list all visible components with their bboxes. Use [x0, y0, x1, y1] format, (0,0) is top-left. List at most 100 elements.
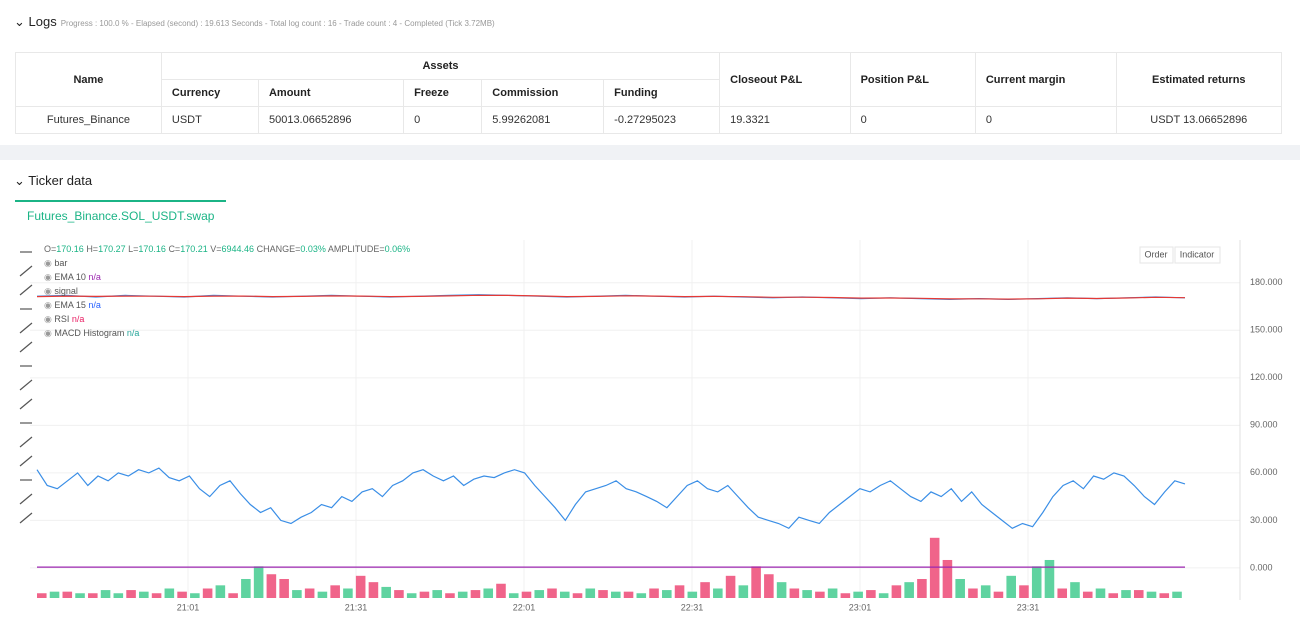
ohlc-label: O=: [44, 244, 56, 254]
bar: [151, 593, 162, 598]
legend-eye: ◉: [44, 272, 54, 282]
bar: [406, 593, 417, 598]
bar: [292, 590, 302, 598]
ohlc-value: 170.21: [180, 244, 208, 254]
th: Amount: [257, 79, 405, 107]
y-tick-label: 90.000: [1250, 420, 1278, 430]
bar: [100, 590, 111, 598]
bar: [585, 588, 596, 598]
bar: [279, 578, 289, 598]
tool-icon[interactable]: [19, 341, 33, 353]
bar: [649, 588, 659, 598]
bar: [37, 593, 47, 598]
chart: 180.000 150.000 120.000 90.000 60.000 30.000 0…: [19, 240, 1283, 612]
bar: [904, 582, 914, 598]
legend-eye: ◉: [44, 258, 54, 268]
ohlc-value: 170.27: [98, 244, 126, 254]
ohlc-value: 6944.46: [222, 244, 255, 254]
cell: 0: [403, 106, 483, 134]
cell: 50013.06652896: [257, 106, 405, 134]
tool-icon[interactable]: [19, 284, 33, 296]
ohlc-value: 0.03%: [300, 244, 326, 254]
bar: [598, 590, 608, 598]
cell: -0.27295023: [603, 106, 721, 134]
bar: [394, 590, 404, 598]
legend-name: EMA 15: [54, 300, 86, 310]
x-tick-label: 21:31: [345, 602, 368, 612]
ohlc-label: H=: [86, 244, 98, 254]
bar: [1146, 591, 1157, 598]
bar: [343, 588, 353, 598]
tool-icon[interactable]: [19, 398, 33, 410]
ohlc-label: AMPLITUDE=: [328, 244, 385, 254]
th: Position P&L: [849, 52, 976, 107]
logs-panel: ⌄ Logs Progress : 100.0 % - Elapsed (seco…: [0, 0, 1300, 145]
th: Funding: [603, 79, 721, 107]
tool-icon[interactable]: [19, 265, 33, 277]
bar: [202, 588, 213, 598]
bar: [139, 591, 149, 598]
logs-header[interactable]: ⌄ Logs Progress : 100.0 % - Elapsed (seco…: [14, 14, 495, 29]
bar: [1070, 582, 1080, 598]
legend-eye: ◉: [44, 314, 54, 324]
bar: [113, 593, 124, 598]
assets-table: Name Assets Closeout P&L Position P&L Curren…: [15, 52, 1283, 134]
button[interactable]: [1174, 246, 1221, 264]
cell: USDT 13.06652896: [1115, 106, 1283, 134]
bar: [700, 582, 710, 598]
ticker-panel: ⌄ Ticker data Futures_Binance.SOL_USDT.s…: [0, 160, 1300, 625]
bar: [62, 591, 73, 598]
th: Currency: [160, 79, 259, 107]
legend-value: n/a: [72, 314, 85, 324]
legend-name: bar: [54, 258, 67, 268]
bar: [840, 593, 851, 598]
tool-icon[interactable]: [19, 322, 33, 334]
bar: [241, 578, 251, 598]
x-tick-label: 23:31: [1017, 602, 1040, 612]
bar: [445, 593, 455, 598]
bar: [88, 593, 98, 598]
bar: [993, 591, 1004, 598]
bar: [432, 590, 442, 598]
tool-icon[interactable]: [19, 455, 33, 467]
bar: [266, 574, 277, 598]
button-label[interactable]: Indicator: [1180, 249, 1215, 259]
ohlc-value: 170.16: [56, 244, 84, 254]
x-tick-label: 23:01: [849, 602, 872, 612]
legend-entry: ◉ bar: [44, 258, 67, 268]
bar: [687, 591, 698, 598]
bar: [929, 537, 940, 598]
bar: [764, 574, 774, 598]
y-tick-label: 60.000: [1250, 467, 1278, 477]
ohlc-label: CHANGE=: [257, 244, 301, 254]
bar: [878, 593, 889, 598]
tool-icon[interactable]: [19, 493, 33, 505]
cell: 19.3321: [719, 106, 851, 134]
tool-icon[interactable]: [19, 512, 33, 524]
ticker-header[interactable]: ⌄ Ticker data: [14, 173, 93, 188]
logs-title: Logs: [28, 14, 57, 29]
legend-eye: ◉: [44, 328, 54, 338]
tool-icon[interactable]: [19, 436, 33, 448]
bar: [534, 590, 545, 598]
bar: [713, 588, 723, 598]
y-tick-label: 120.000: [1250, 372, 1283, 382]
bar: [1082, 591, 1093, 598]
bar: [190, 593, 200, 598]
tool-icon[interactable]: [19, 379, 33, 391]
button-label[interactable]: Order: [1144, 249, 1167, 259]
y-tick-label: 180.000: [1250, 277, 1283, 287]
cell: USDT: [160, 106, 259, 134]
th: Freeze: [403, 79, 483, 107]
bar: [228, 593, 238, 598]
cell: 5.99262081: [481, 106, 605, 134]
bar: [330, 585, 340, 598]
bar: [470, 590, 481, 598]
legend-name: EMA 10: [54, 272, 86, 282]
legend-entry: ◉ RSI n/a: [44, 314, 84, 324]
button[interactable]: [1139, 246, 1174, 264]
tab[interactable]: Futures_Binance.SOL_USDT.swap: [15, 200, 227, 230]
ohlc-value: 170.16: [138, 244, 166, 254]
th: Assets: [160, 52, 721, 80]
